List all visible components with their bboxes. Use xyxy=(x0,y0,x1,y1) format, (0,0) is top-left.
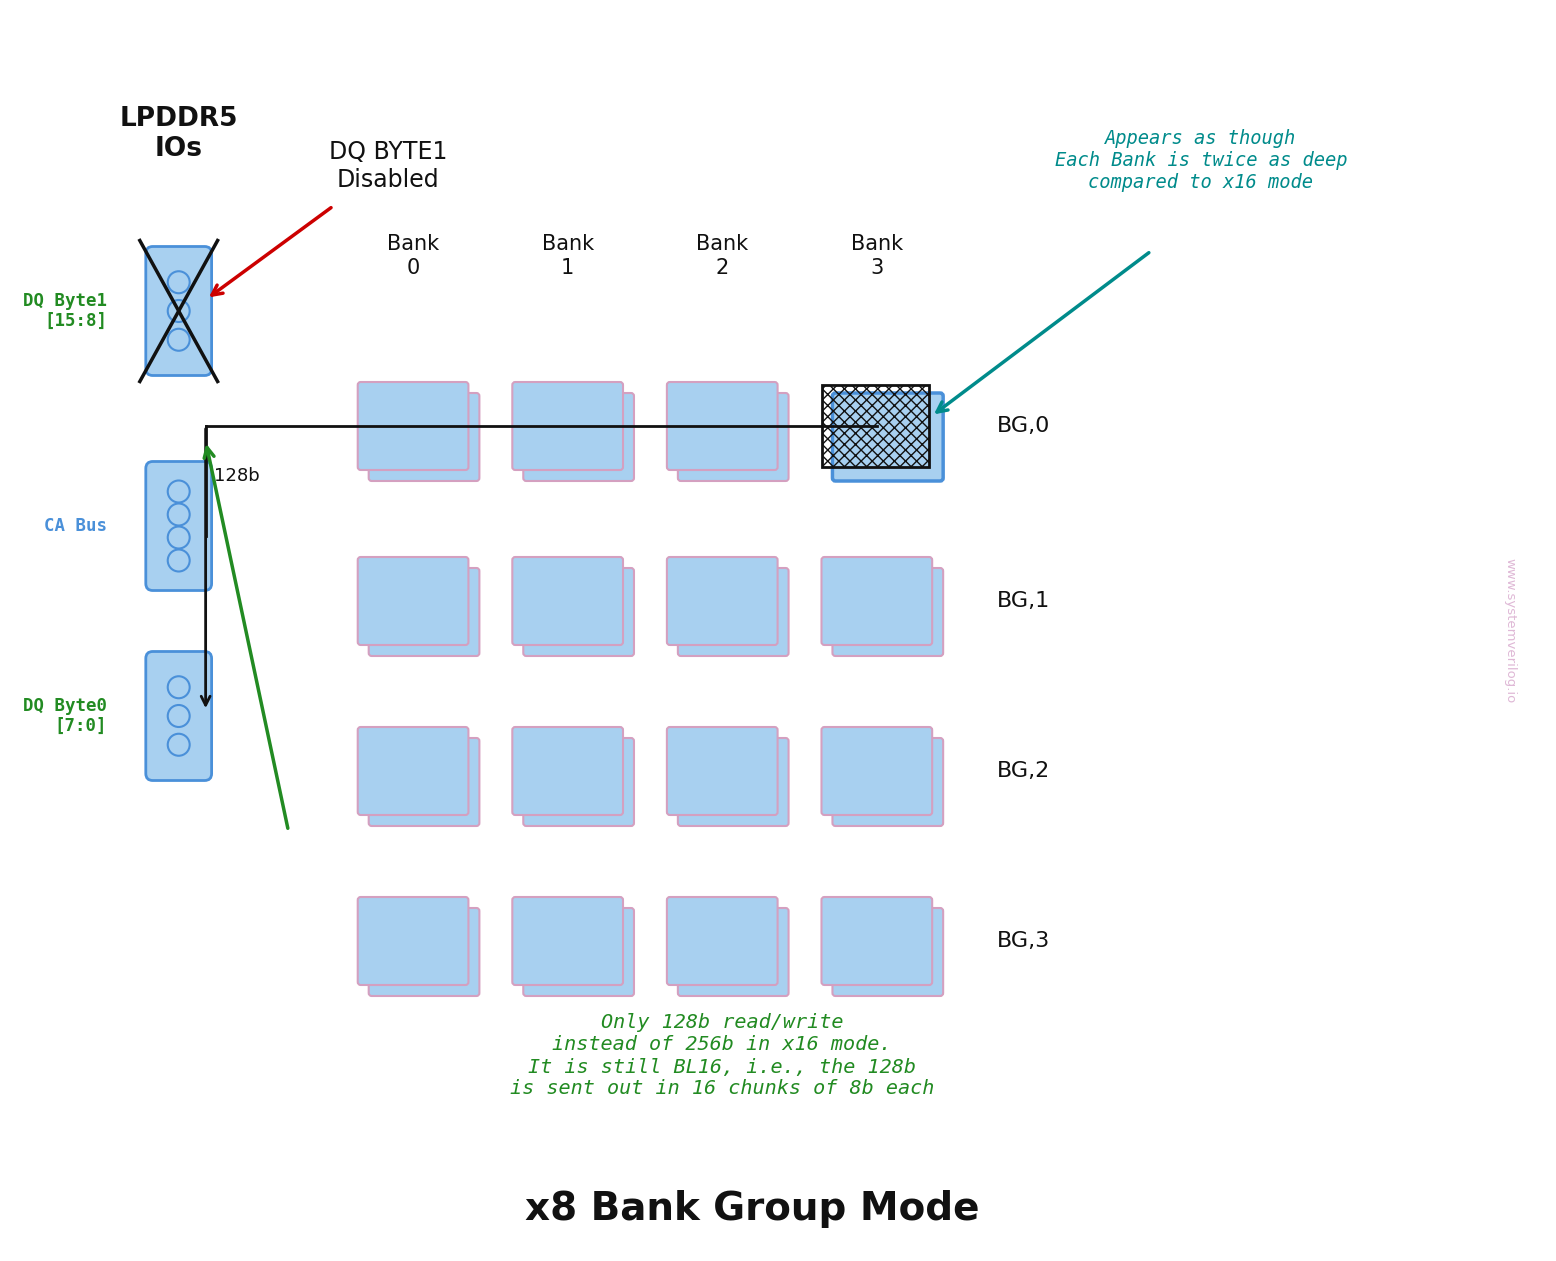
FancyBboxPatch shape xyxy=(678,567,789,656)
FancyBboxPatch shape xyxy=(822,557,932,644)
Text: BG,3: BG,3 xyxy=(996,931,1050,951)
FancyBboxPatch shape xyxy=(668,557,778,644)
Circle shape xyxy=(168,705,190,728)
FancyBboxPatch shape xyxy=(832,908,943,996)
Text: DQ BYTE1
Disabled: DQ BYTE1 Disabled xyxy=(328,140,447,192)
FancyBboxPatch shape xyxy=(678,738,789,826)
Text: Bank
1: Bank 1 xyxy=(541,235,594,277)
FancyBboxPatch shape xyxy=(678,393,789,480)
Circle shape xyxy=(168,550,190,571)
FancyBboxPatch shape xyxy=(832,393,943,480)
FancyBboxPatch shape xyxy=(369,908,479,996)
Text: Bank
3: Bank 3 xyxy=(851,235,902,277)
Circle shape xyxy=(168,300,190,322)
FancyBboxPatch shape xyxy=(369,567,479,656)
FancyBboxPatch shape xyxy=(512,557,622,644)
FancyBboxPatch shape xyxy=(822,728,932,815)
FancyBboxPatch shape xyxy=(512,382,622,470)
Text: CA Bus: CA Bus xyxy=(44,517,107,535)
Text: BG,0: BG,0 xyxy=(996,416,1050,436)
Circle shape xyxy=(168,503,190,526)
FancyBboxPatch shape xyxy=(523,567,633,656)
Text: Bank
0: Bank 0 xyxy=(387,235,439,277)
Text: DQ Byte0
[7:0]: DQ Byte0 [7:0] xyxy=(23,696,107,735)
Text: Appears as though
Each Bank is twice as deep
compared to x16 mode: Appears as though Each Bank is twice as … xyxy=(1055,130,1347,193)
FancyBboxPatch shape xyxy=(146,462,212,590)
FancyBboxPatch shape xyxy=(523,908,633,996)
FancyBboxPatch shape xyxy=(678,908,789,996)
FancyBboxPatch shape xyxy=(358,897,468,985)
FancyBboxPatch shape xyxy=(668,382,778,470)
FancyBboxPatch shape xyxy=(146,652,212,781)
FancyBboxPatch shape xyxy=(523,738,633,826)
FancyBboxPatch shape xyxy=(512,897,622,985)
Text: BG,1: BG,1 xyxy=(996,591,1050,612)
FancyBboxPatch shape xyxy=(369,393,479,480)
Circle shape xyxy=(168,329,190,351)
Text: LPDDR5
IOs: LPDDR5 IOs xyxy=(120,106,238,161)
FancyBboxPatch shape xyxy=(512,728,622,815)
Circle shape xyxy=(168,271,190,294)
FancyBboxPatch shape xyxy=(358,728,468,815)
Bar xyxy=(823,385,929,467)
Circle shape xyxy=(168,480,190,502)
Text: DQ Byte1
[15:8]: DQ Byte1 [15:8] xyxy=(23,291,107,330)
FancyBboxPatch shape xyxy=(822,897,932,985)
FancyBboxPatch shape xyxy=(668,728,778,815)
Text: x8 Bank Group Mode: x8 Bank Group Mode xyxy=(524,1190,979,1228)
FancyBboxPatch shape xyxy=(146,246,212,376)
Circle shape xyxy=(168,527,190,549)
FancyBboxPatch shape xyxy=(832,567,943,656)
FancyBboxPatch shape xyxy=(523,393,633,480)
Text: 128b: 128b xyxy=(213,467,260,485)
Circle shape xyxy=(168,676,190,699)
FancyBboxPatch shape xyxy=(369,738,479,826)
FancyBboxPatch shape xyxy=(832,738,943,826)
Text: www.systemverilog.io: www.systemverilog.io xyxy=(1503,559,1517,704)
FancyBboxPatch shape xyxy=(358,382,468,470)
Text: Bank
2: Bank 2 xyxy=(696,235,748,277)
Text: Only 128b read/write
instead of 256b in x16 mode.
It is still BL16, i.e., the 12: Only 128b read/write instead of 256b in … xyxy=(510,1014,935,1098)
Circle shape xyxy=(168,734,190,755)
FancyBboxPatch shape xyxy=(668,897,778,985)
FancyBboxPatch shape xyxy=(358,557,468,644)
Text: BG,2: BG,2 xyxy=(996,760,1050,781)
